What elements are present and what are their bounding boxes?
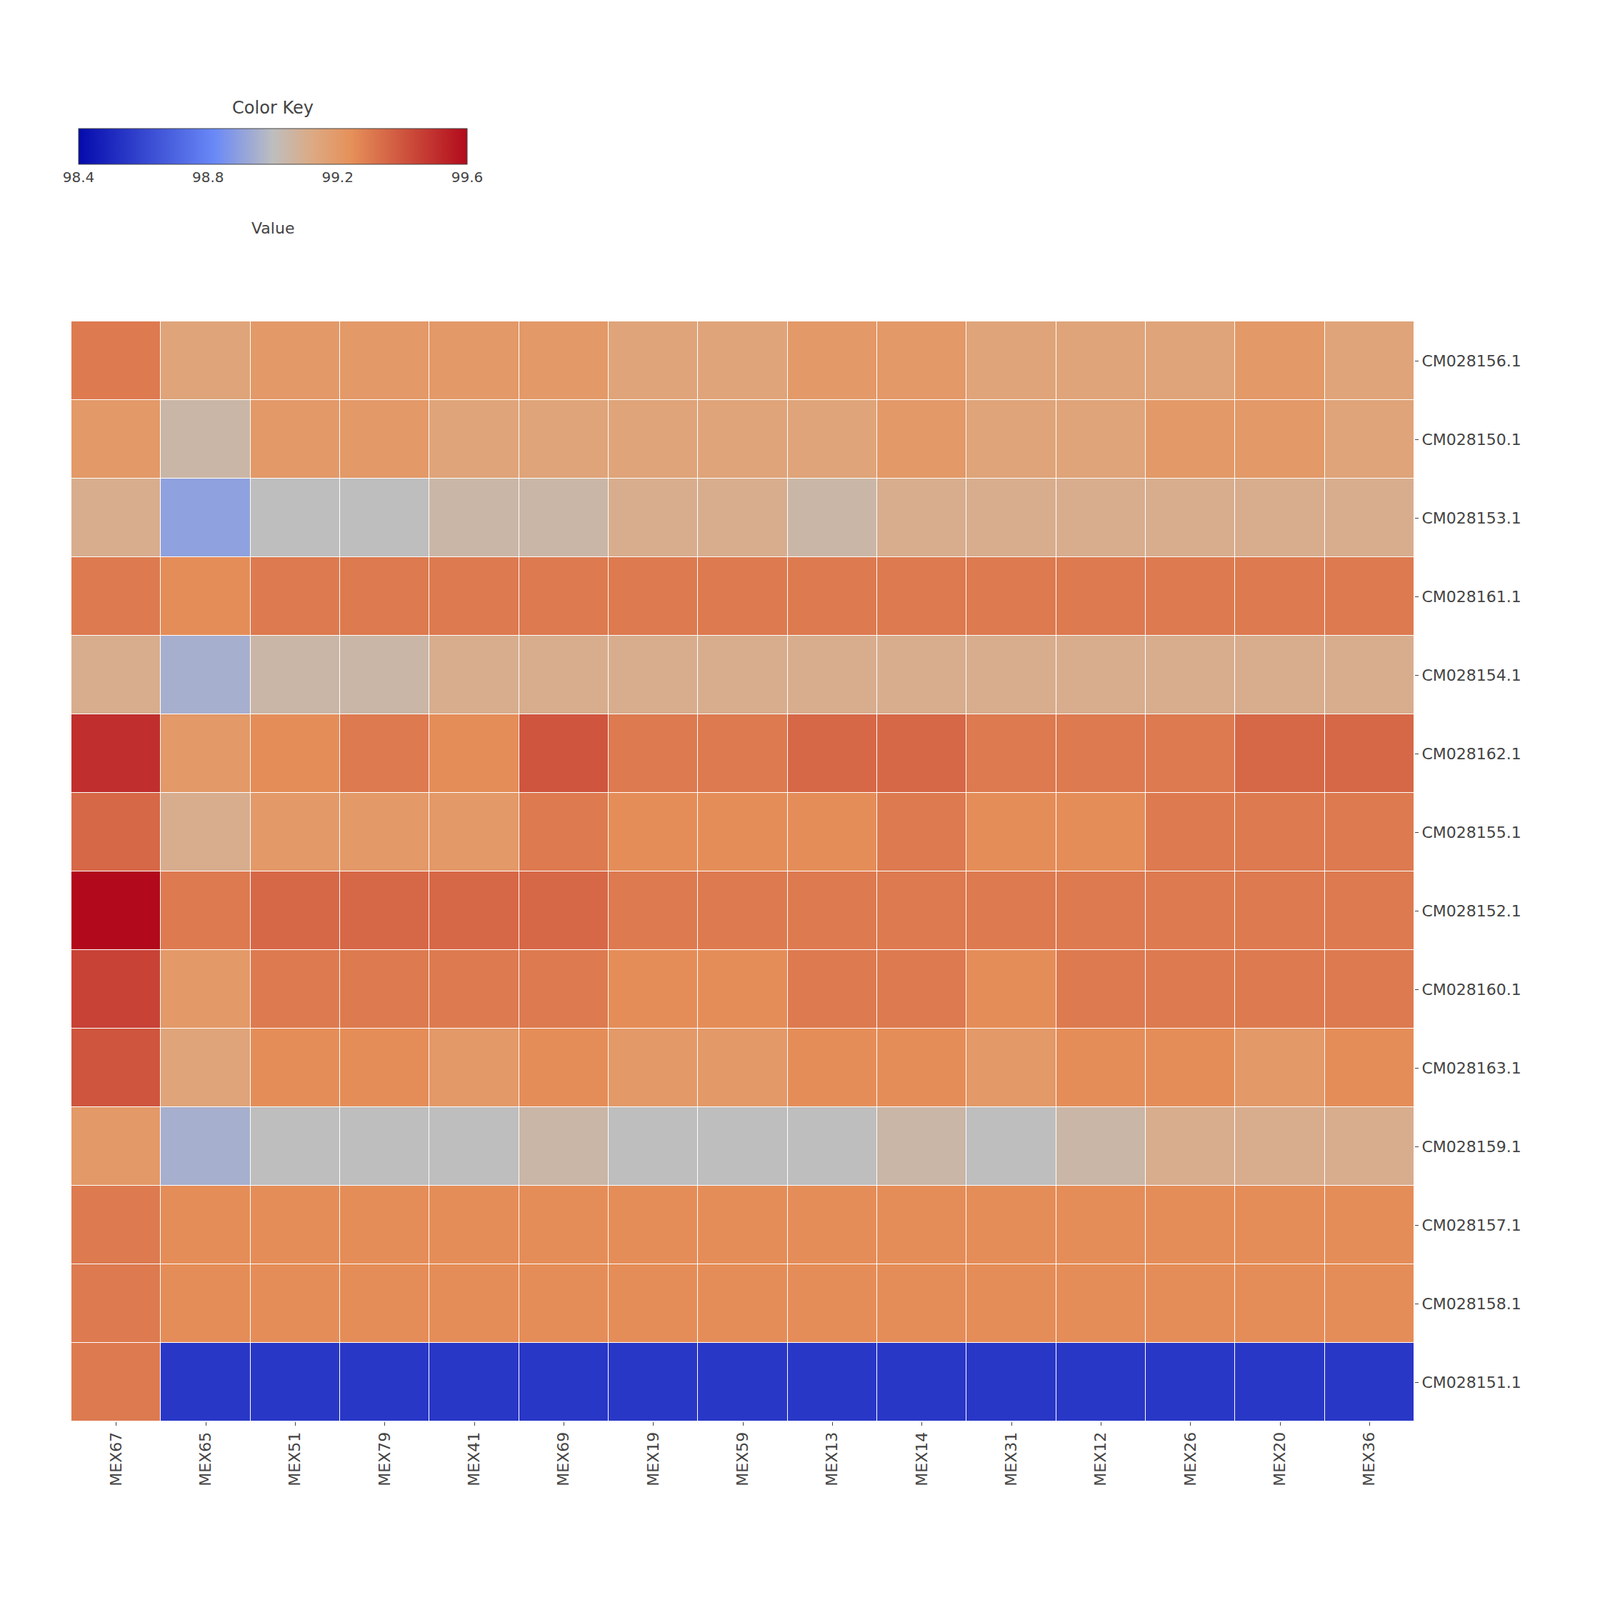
svg-text:CM028152.1: CM028152.1 [1421, 902, 1521, 920]
svg-text:Value: Value [251, 219, 295, 238]
svg-text:98.4: 98.4 [62, 168, 95, 186]
svg-text:CM028150.1: CM028150.1 [1421, 430, 1521, 449]
svg-text:MEX69: MEX69 [554, 1432, 573, 1487]
svg-text:MEX31: MEX31 [1002, 1432, 1020, 1487]
svg-text:MEX59: MEX59 [733, 1432, 752, 1487]
svg-text:CM028156.1: CM028156.1 [1421, 352, 1521, 370]
svg-text:MEX20: MEX20 [1270, 1432, 1289, 1487]
svg-text:99.6: 99.6 [451, 168, 484, 186]
svg-text:CM028161.1: CM028161.1 [1421, 587, 1521, 606]
svg-text:MEX41: MEX41 [465, 1432, 483, 1487]
svg-text:MEX13: MEX13 [822, 1432, 841, 1487]
svg-text:MEX36: MEX36 [1360, 1432, 1378, 1487]
svg-text:CM028159.1: CM028159.1 [1421, 1137, 1521, 1156]
svg-text:CM028153.1: CM028153.1 [1421, 509, 1521, 528]
svg-text:CM028151.1: CM028151.1 [1421, 1373, 1521, 1392]
svg-text:CM028155.1: CM028155.1 [1421, 823, 1521, 842]
svg-text:MEX14: MEX14 [912, 1432, 931, 1487]
svg-text:CM028162.1: CM028162.1 [1421, 745, 1521, 763]
svg-text:98.8: 98.8 [192, 168, 225, 186]
svg-text:MEX26: MEX26 [1181, 1432, 1200, 1487]
svg-text:MEX79: MEX79 [375, 1432, 394, 1487]
svg-text:CM028160.1: CM028160.1 [1421, 980, 1521, 999]
svg-text:MEX12: MEX12 [1091, 1432, 1110, 1487]
svg-text:99.2: 99.2 [321, 168, 354, 186]
svg-text:Color Key: Color Key [232, 97, 314, 118]
svg-text:MEX67: MEX67 [107, 1432, 125, 1487]
svg-text:MEX51: MEX51 [285, 1432, 304, 1487]
svg-text:CM028163.1: CM028163.1 [1421, 1059, 1521, 1078]
svg-text:CM028154.1: CM028154.1 [1421, 666, 1521, 685]
svg-text:MEX65: MEX65 [196, 1432, 215, 1487]
svg-text:CM028157.1: CM028157.1 [1421, 1216, 1521, 1235]
svg-text:CM028158.1: CM028158.1 [1421, 1295, 1521, 1313]
svg-text:MEX19: MEX19 [644, 1432, 663, 1487]
